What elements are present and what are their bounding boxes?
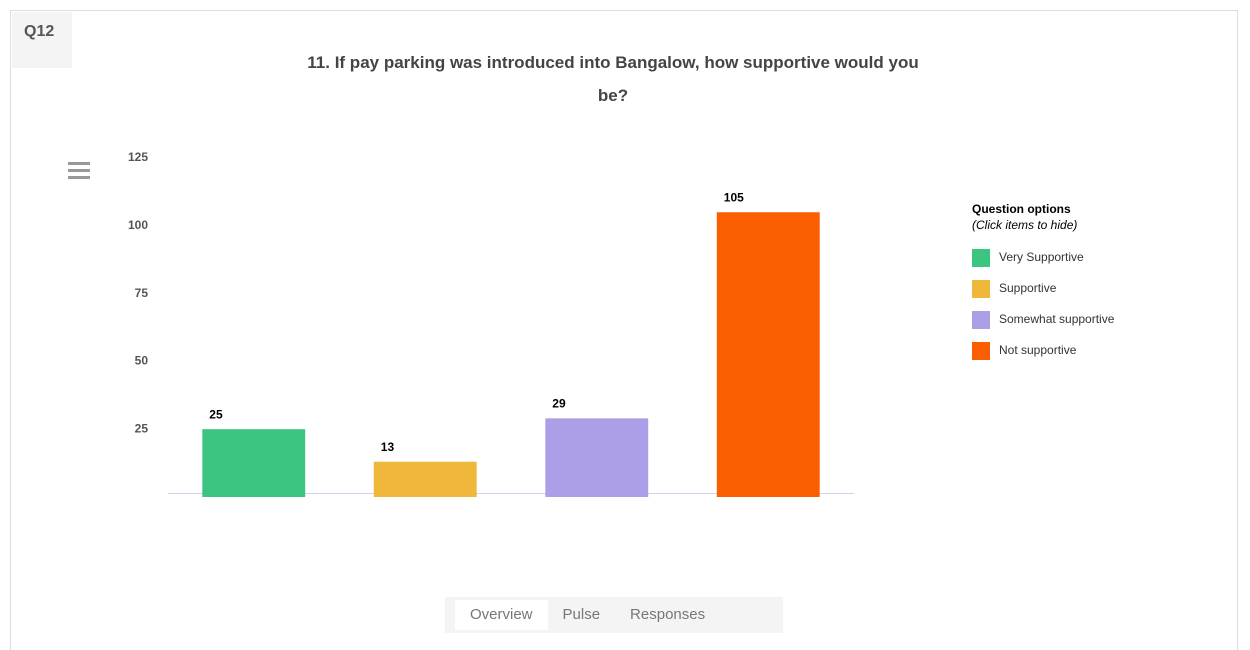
legend-item[interactable]: Not supportive: [972, 342, 1077, 360]
menu-icon[interactable]: [68, 162, 90, 179]
tab[interactable]: Responses: [630, 606, 706, 623]
legend-label: Very Supportive: [999, 250, 1084, 264]
y-tick-label: 75: [135, 286, 149, 300]
legend-item[interactable]: Supportive: [972, 280, 1057, 298]
data-label: 25: [209, 407, 223, 421]
bar: [202, 429, 306, 497]
menu-line: [68, 162, 90, 165]
tab[interactable]: Pulse: [562, 606, 601, 623]
data-label: 105: [724, 190, 744, 204]
menu-line: [68, 169, 90, 172]
legend-subtitle: (Click items to hide): [972, 218, 1077, 232]
legend-title: Question options: [972, 202, 1071, 216]
y-tick-label: 100: [128, 218, 148, 232]
legend-item[interactable]: Very Supportive: [972, 249, 1084, 267]
data-label: 29: [552, 397, 566, 411]
legend-label: Not supportive: [999, 343, 1077, 357]
legend-swatch: [972, 311, 990, 329]
card: [10, 10, 1238, 650]
legend-item[interactable]: Somewhat supportive: [972, 311, 1115, 329]
question-badge: Q12: [12, 12, 72, 68]
legend-swatch: [972, 280, 990, 298]
bar: [716, 212, 820, 498]
bar: [545, 418, 649, 497]
legend-swatch: [972, 342, 990, 360]
legend-label: Somewhat supportive: [999, 312, 1115, 326]
y-tick-label: 50: [135, 354, 149, 368]
menu-line: [68, 176, 90, 179]
y-tick-label: 125: [128, 150, 148, 164]
data-label: 13: [381, 440, 395, 454]
legend-swatch: [972, 249, 990, 267]
tab[interactable]: Overview: [455, 600, 548, 630]
tab-bar: Overview Pulse Responses: [445, 597, 783, 633]
chart-title: 11. If pay parking was introduced into B…: [307, 53, 919, 105]
legend-label: Supportive: [999, 281, 1057, 295]
bar: [373, 461, 477, 497]
y-tick-label: 25: [135, 421, 149, 435]
